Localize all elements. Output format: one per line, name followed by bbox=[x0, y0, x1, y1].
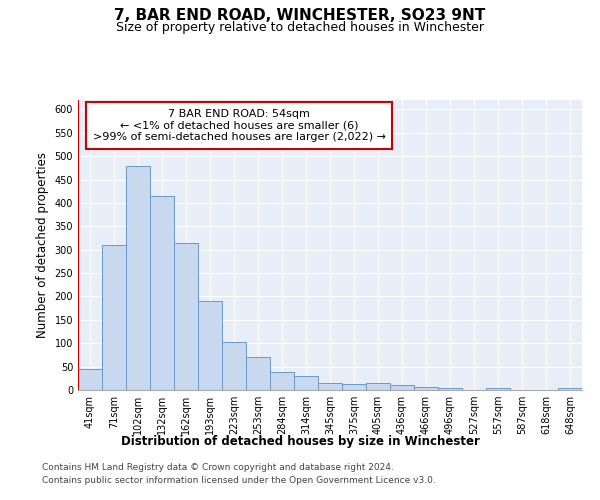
Text: Distribution of detached houses by size in Winchester: Distribution of detached houses by size … bbox=[121, 435, 479, 448]
Bar bbox=[222, 342, 246, 390]
Bar bbox=[126, 166, 150, 390]
Bar bbox=[390, 386, 414, 390]
Bar bbox=[174, 243, 198, 390]
Text: Contains public sector information licensed under the Open Government Licence v3: Contains public sector information licen… bbox=[42, 476, 436, 485]
Text: Contains HM Land Registry data © Crown copyright and database right 2024.: Contains HM Land Registry data © Crown c… bbox=[42, 464, 394, 472]
Bar bbox=[78, 369, 102, 390]
Bar bbox=[318, 383, 342, 390]
Text: 7 BAR END ROAD: 54sqm
← <1% of detached houses are smaller (6)
>99% of semi-deta: 7 BAR END ROAD: 54sqm ← <1% of detached … bbox=[93, 108, 386, 142]
Text: 7, BAR END ROAD, WINCHESTER, SO23 9NT: 7, BAR END ROAD, WINCHESTER, SO23 9NT bbox=[115, 8, 485, 22]
Bar bbox=[270, 372, 294, 390]
Bar bbox=[246, 358, 270, 390]
Bar bbox=[438, 388, 462, 390]
Y-axis label: Number of detached properties: Number of detached properties bbox=[36, 152, 49, 338]
Bar bbox=[198, 301, 222, 390]
Bar bbox=[102, 244, 126, 390]
Text: Size of property relative to detached houses in Winchester: Size of property relative to detached ho… bbox=[116, 21, 484, 34]
Bar bbox=[342, 384, 366, 390]
Bar bbox=[414, 386, 438, 390]
Bar bbox=[558, 388, 582, 390]
Bar bbox=[486, 388, 510, 390]
Bar bbox=[294, 376, 318, 390]
Bar bbox=[150, 196, 174, 390]
Bar bbox=[366, 383, 390, 390]
